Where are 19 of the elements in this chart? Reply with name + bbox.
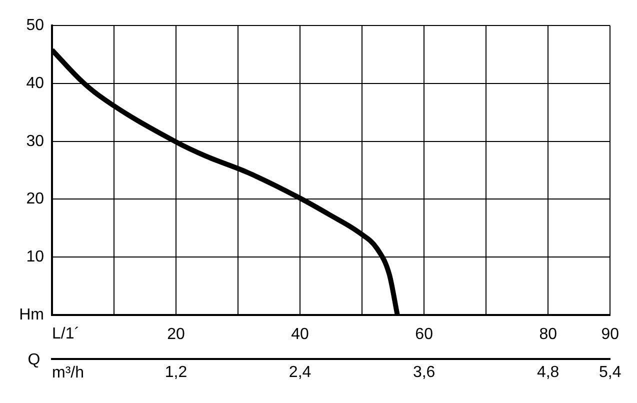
y-tick-label: 20 — [26, 190, 44, 208]
text: Q — [28, 351, 40, 368]
x-tick-label: 90 — [601, 326, 620, 344]
x-tick-label: 40 — [291, 326, 310, 344]
x-tick-label: 80 — [539, 326, 558, 344]
y-tick-label: 30 — [26, 132, 44, 150]
x2-tick-label: 4,8 — [536, 364, 560, 382]
x2-tick-label: 3,6 — [412, 364, 436, 382]
y-tick-label: 10 — [26, 248, 44, 266]
x2-tick-label: 1,2 — [164, 364, 188, 382]
x-tick-label: 60 — [415, 326, 434, 344]
y-tick-label: Hm — [19, 306, 44, 324]
y-tick-label: 50 — [26, 17, 44, 34]
x2-tick-label: 5,4 — [598, 364, 622, 382]
x2-axis-title: m³/h — [52, 364, 84, 382]
x-axis-title: L/1´ — [52, 325, 80, 342]
x2-tick-label: 2,4 — [288, 364, 312, 382]
y-tick-label: 40 — [26, 74, 44, 92]
x-tick-label: 20 — [167, 326, 186, 344]
